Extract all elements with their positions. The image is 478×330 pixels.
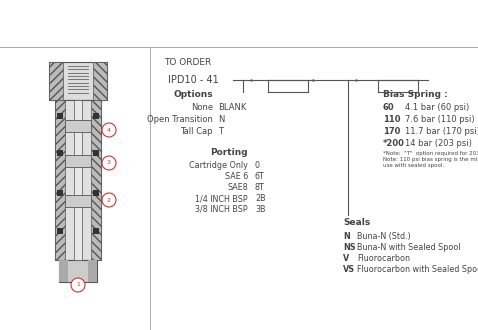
Text: BLANK: BLANK <box>218 103 246 112</box>
Text: 60: 60 <box>383 103 395 112</box>
Bar <box>91 100 101 260</box>
Text: 7.6 bar (110 psi): 7.6 bar (110 psi) <box>405 115 475 124</box>
Text: 3: 3 <box>107 160 111 166</box>
Bar <box>65 120 72 132</box>
Text: 2: 2 <box>107 197 111 203</box>
Text: SAE8: SAE8 <box>227 183 248 192</box>
Text: Buna-N (Std.): Buna-N (Std.) <box>357 232 411 241</box>
Text: Options: Options <box>174 90 213 99</box>
Text: 4.1 bar (60 psi): 4.1 bar (60 psi) <box>405 103 469 112</box>
Text: 3/8 INCH BSP: 3/8 INCH BSP <box>196 205 248 214</box>
Text: Seals: Seals <box>343 218 370 227</box>
Circle shape <box>71 278 85 292</box>
Bar <box>65 195 91 207</box>
Text: T: T <box>218 127 223 136</box>
Bar <box>57 150 63 156</box>
Text: None: None <box>191 103 213 112</box>
Text: 11.7 bar (170 psi): 11.7 bar (170 psi) <box>405 127 478 136</box>
Bar <box>65 155 91 167</box>
Bar <box>74 100 82 260</box>
Text: 0: 0 <box>255 161 260 170</box>
Bar <box>49 62 107 100</box>
Text: N: N <box>218 115 224 124</box>
Text: IPD10 - 41: IPD10 - 41 <box>168 75 219 85</box>
Text: TO ORDER: TO ORDER <box>164 58 211 67</box>
Text: 170: 170 <box>383 127 401 136</box>
Circle shape <box>102 156 116 170</box>
Circle shape <box>102 193 116 207</box>
Text: NS: NS <box>343 243 356 252</box>
Circle shape <box>102 123 116 137</box>
Text: *Note:  "T"  option required for 203 psi bias spring
Note: 110 psi bias spring i: *Note: "T" option required for 203 psi b… <box>383 151 478 168</box>
Text: 14 bar (203 psi): 14 bar (203 psi) <box>405 139 472 148</box>
Bar <box>55 100 101 260</box>
Bar <box>84 120 91 132</box>
Text: Porting: Porting <box>210 148 248 157</box>
Text: 4: 4 <box>107 127 111 133</box>
Text: Open Transition: Open Transition <box>147 115 213 124</box>
Bar <box>57 228 63 234</box>
Bar <box>93 190 99 196</box>
Bar <box>88 260 97 282</box>
Text: Cartridge Only: Cartridge Only <box>189 161 248 170</box>
Bar <box>84 195 91 207</box>
Text: N: N <box>343 232 350 241</box>
Bar <box>65 155 72 167</box>
Bar <box>93 62 107 100</box>
Bar <box>49 62 63 100</box>
Text: 2B: 2B <box>255 194 266 203</box>
Bar <box>57 190 63 196</box>
Text: 110: 110 <box>383 115 401 124</box>
Bar <box>55 100 65 260</box>
Bar <box>59 260 68 282</box>
Bar <box>59 260 97 282</box>
Bar <box>65 120 91 132</box>
Text: VS: VS <box>343 265 355 274</box>
Text: 1: 1 <box>76 282 80 287</box>
Bar <box>57 113 63 119</box>
Text: Fluorocarbon: Fluorocarbon <box>357 254 410 263</box>
Text: Fluorocarbon with Sealed Spool: Fluorocarbon with Sealed Spool <box>357 265 478 274</box>
Bar <box>93 150 99 156</box>
Bar <box>93 228 99 234</box>
Bar <box>93 113 99 119</box>
Text: 3B: 3B <box>255 205 265 214</box>
Bar <box>84 155 91 167</box>
Text: Buna-N with Sealed Spool: Buna-N with Sealed Spool <box>357 243 461 252</box>
Text: V: V <box>343 254 349 263</box>
Text: 6T: 6T <box>255 172 265 181</box>
Text: Tall Cap: Tall Cap <box>181 127 213 136</box>
Text: *200: *200 <box>383 139 405 148</box>
Text: 8T: 8T <box>255 183 265 192</box>
Text: 1/4 INCH BSP: 1/4 INCH BSP <box>196 194 248 203</box>
Text: SAE 6: SAE 6 <box>225 172 248 181</box>
Text: Bias Spring :: Bias Spring : <box>383 90 448 99</box>
Bar <box>65 195 72 207</box>
